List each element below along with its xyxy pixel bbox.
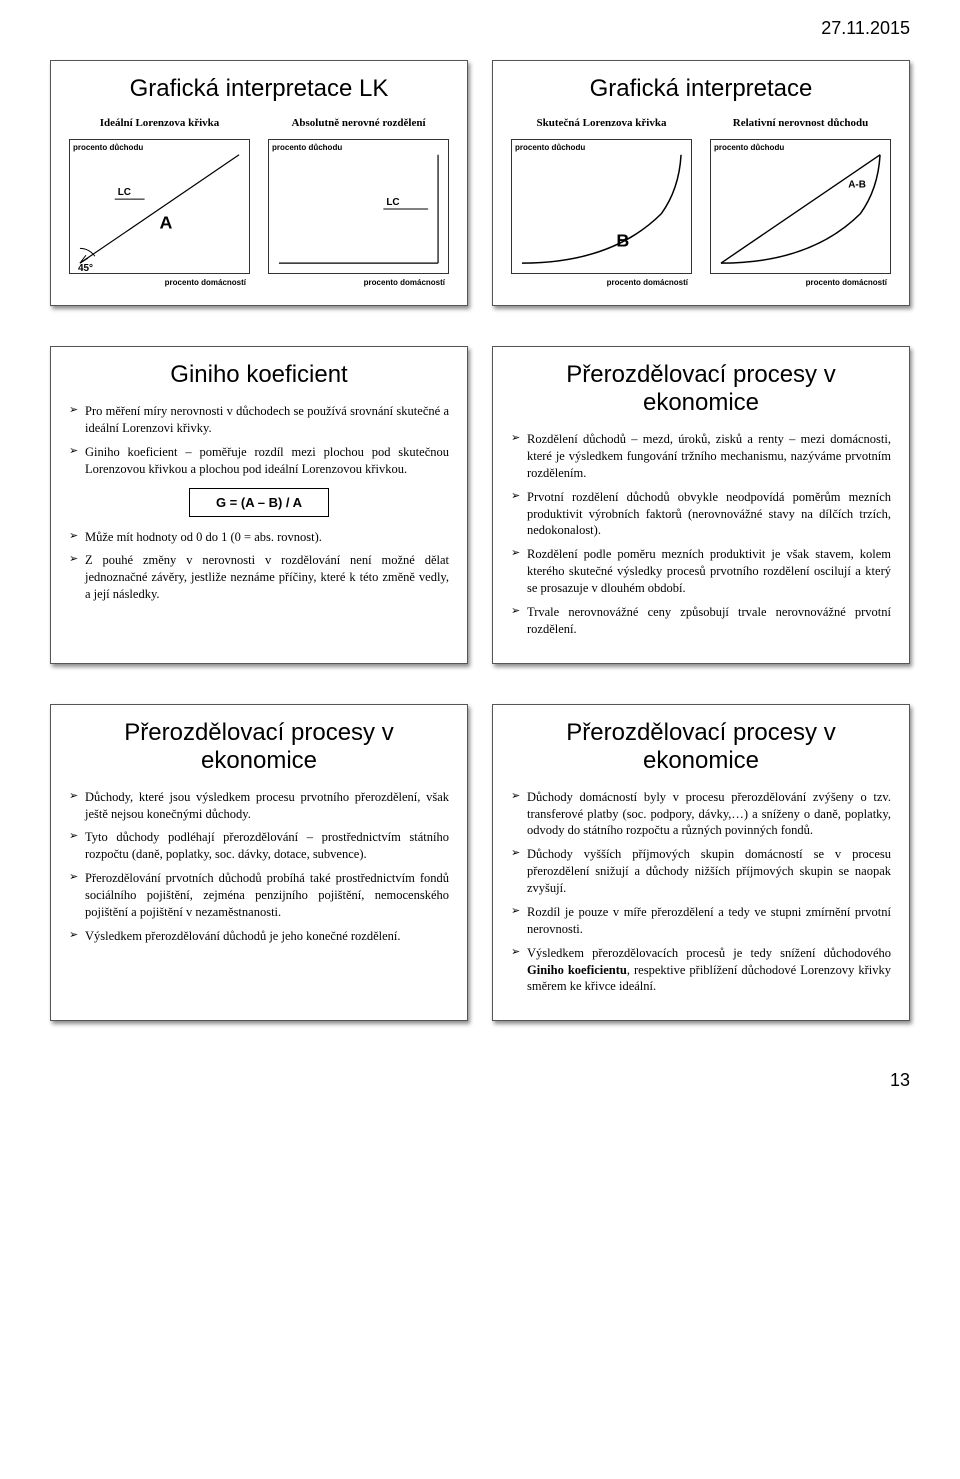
chart-lens-xlabel: procento domácností [710,278,891,287]
card-gi: Grafická interpretace Skutečná Lorenzova… [492,60,910,306]
chart-ideal-xlabel: procento domácností [69,278,250,287]
gini-bullets-post: Může mít hodnoty od 0 do 1 (0 = abs. rov… [69,529,449,604]
row-2: Giniho koeficient Pro měření míry nerovn… [50,346,910,664]
chart-ideal-subtitle: Ideální Lorenzova křivka [69,117,250,131]
gini-bullet: Giniho koeficient – poměřuje rozdíl mezi… [69,444,449,478]
lc-label-1: LC [118,187,131,198]
card-gini: Giniho koeficient Pro měření míry nerovn… [50,346,468,664]
date-stamp: 27.11.2015 [821,18,910,39]
list-item: Prvotní rozdělení důchodů obvykle neodpo… [511,489,891,540]
list-item: Přerozdělování prvotních důchodů probíhá… [69,870,449,921]
gini-formula: G = (A – B) / A [189,488,329,517]
chart-absolute: Absolutně nerovné rozdělení procento důc… [268,117,449,287]
chart-real-box: procento důchodu B [511,139,692,274]
a-label: A [160,213,173,233]
gini-bullet: Pro měření míry nerovnosti v důchodech s… [69,403,449,437]
chart-absolute-subtitle: Absolutně nerovné rozdělení [268,117,449,131]
chart-ideal: Ideální Lorenzova křivka procento důchod… [69,117,250,287]
angle-label: 45° [78,263,93,273]
list-item: Výsledkem přerozdělování důchodů je jeho… [69,928,449,945]
list-item: Rozdíl je pouze v míře přerozdělení a te… [511,904,891,938]
card-process-1: Přerozdělovací procesy v ekonomice Rozdě… [492,346,910,664]
chart-real: Skutečná Lorenzova křivka procento důcho… [511,117,692,287]
card-lk-charts: Ideální Lorenzova křivka procento důchod… [69,117,449,287]
card-process-2-title: Přerozdělovací procesy v ekonomice [69,719,449,775]
chart-ideal-svg: LC A 45° [70,140,249,273]
list-item: Tyto důchody podléhají přerozdělování – … [69,829,449,863]
chart-lens-svg: A-B [711,140,890,273]
card-lk: Grafická interpretace LK Ideální Lorenzo… [50,60,468,306]
list-item: Důchody vyšších příjmových skupin domácn… [511,846,891,897]
list-item: Důchody domácností byly v procesu přeroz… [511,789,891,840]
chart-ideal-box: procento důchodu LC A 45° [69,139,250,274]
card-gi-charts: Skutečná Lorenzova křivka procento důcho… [511,117,891,287]
list-item: Výsledkem přerozdělovacích procesů je te… [511,945,891,996]
page-number: 13 [890,1070,910,1091]
card-process-2: Přerozdělovací procesy v ekonomice Důcho… [50,704,468,1022]
chart-real-xlabel: procento domácností [511,278,692,287]
card-lk-title: Grafická interpretace LK [69,75,449,103]
gini-bullet: Může mít hodnoty od 0 do 1 (0 = abs. rov… [69,529,449,546]
chart-absolute-xlabel: procento domácností [268,278,449,287]
chart-real-svg: B [512,140,691,273]
b-label: B [616,230,629,250]
gini-bullet: Z pouhé změny v nerovnosti v rozdělování… [69,552,449,603]
list-item: Důchody, které jsou výsledkem procesu pr… [69,789,449,823]
card-process-3-title: Přerozdělovací procesy v ekonomice [511,719,891,775]
chart-lens-box: procento důchodu A-B [710,139,891,274]
list-item: Rozdělení důchodů – mezd, úroků, zisků a… [511,431,891,482]
row-1: Grafická interpretace LK Ideální Lorenzo… [50,60,910,306]
card-process-1-title: Přerozdělovací procesy v ekonomice [511,361,891,417]
chart-absolute-svg: LC [269,140,448,273]
process-1-bullets: Rozdělení důchodů – mezd, úroků, zisků a… [511,431,891,638]
list-item: Trvale nerovnovážné ceny způsobují trval… [511,604,891,638]
card-process-3: Přerozdělovací procesy v ekonomice Důcho… [492,704,910,1022]
chart-lens: Relativní nerovnost důchodu procento důc… [710,117,891,287]
card-gini-title: Giniho koeficient [69,361,449,389]
chart-absolute-box: procento důchodu LC [268,139,449,274]
list-item: Rozdělení podle poměru mezních produktiv… [511,546,891,597]
chart-lens-subtitle: Relativní nerovnost důchodu [710,117,891,131]
ab-label: A-B [848,179,866,190]
card-gi-title: Grafická interpretace [511,75,891,103]
process-3-bullets: Důchody domácností byly v procesu přeroz… [511,789,891,996]
process-2-bullets: Důchody, které jsou výsledkem procesu pr… [69,789,449,945]
lc-label-2: LC [386,197,399,208]
gini-bullets-pre: Pro měření míry nerovnosti v důchodech s… [69,403,449,478]
chart-real-subtitle: Skutečná Lorenzova křivka [511,117,692,131]
row-3: Přerozdělovací procesy v ekonomice Důcho… [50,704,910,1022]
